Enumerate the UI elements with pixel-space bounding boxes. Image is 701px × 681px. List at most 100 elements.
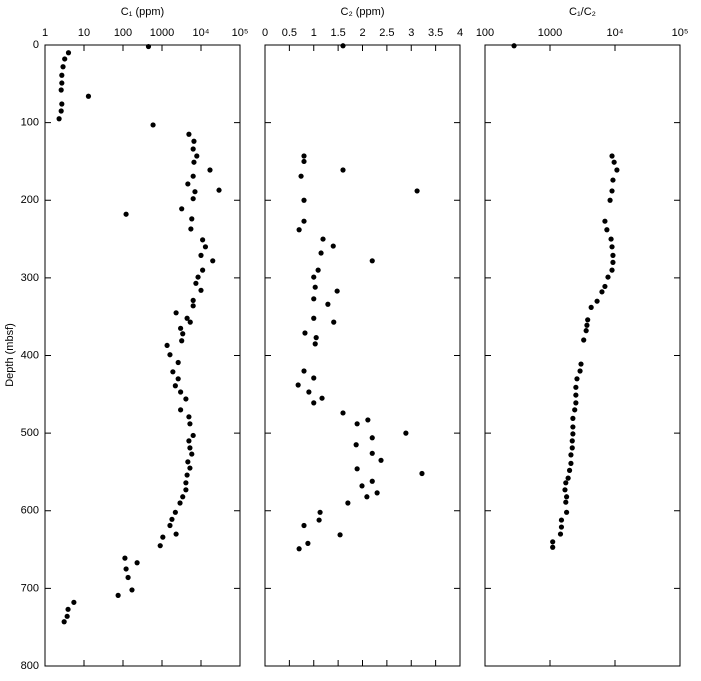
data-point [614,167,620,173]
data-point [419,470,425,477]
data-point [125,574,131,581]
data-point [602,218,608,224]
data-point [550,539,556,545]
data-point [172,383,178,389]
data-point [134,560,140,566]
data-point [604,227,610,233]
data-point [167,522,173,529]
data-point [605,274,611,280]
data-point [180,494,186,500]
data-point [184,472,190,478]
x-tick-label: 100 [476,27,494,39]
data-point [183,396,189,402]
data-point [558,524,565,530]
data-point [164,342,170,349]
x-tick-label: 10⁴ [607,27,624,39]
data-point [305,540,311,546]
data-point [369,478,375,484]
data-point [359,483,365,489]
data-point [594,298,600,304]
data-point [56,116,62,122]
data-point [353,442,359,448]
data-point [85,93,92,99]
data-point [337,532,343,538]
data-point [403,430,409,436]
data-point [319,395,325,401]
data-point [178,325,184,331]
data-point [340,167,346,173]
panel-title: C₁/C₂ [569,6,596,18]
data-point [608,236,614,242]
data-point [315,267,321,273]
data-point [611,159,617,165]
data-point [312,341,318,347]
x-tick-label: 1.5 [330,27,345,39]
data-point [60,64,66,70]
data-point [557,531,564,537]
data-point [169,516,175,522]
data-point [59,101,65,107]
data-point [59,80,65,86]
data-point [160,534,166,540]
x-tick-label: 10⁴ [193,27,210,39]
x-tick-label: 10⁵ [232,27,249,39]
data-point [574,376,580,382]
data-point [202,244,209,250]
data-point [173,310,179,316]
data-point [190,297,196,303]
data-point [190,146,196,152]
data-point [194,153,200,159]
data-point [186,131,192,137]
data-point [563,480,569,486]
data-point [175,359,181,366]
data-point [65,50,72,56]
panel-title: C₂ (ppm) [341,6,385,18]
data-point [187,421,193,427]
y-tick-label: 600 [21,505,39,517]
data-point [167,352,173,358]
data-point [200,267,206,273]
y-tick-label: 400 [21,349,39,361]
data-point [562,487,568,493]
data-point [570,415,576,421]
data-point [189,451,195,457]
x-tick-label: 2.5 [379,27,394,39]
data-point [190,196,196,202]
data-point [58,87,64,93]
data-point [296,546,302,552]
data-point [558,517,565,523]
data-point [369,435,375,441]
x-tick-label: 10 [78,27,90,39]
data-point [150,122,156,128]
data-point [198,252,204,258]
data-point [188,226,194,232]
data-point [568,460,574,466]
data-point [610,177,616,183]
data-point [609,188,615,194]
data-point [609,267,615,273]
plot-frame [484,44,681,667]
data-point [123,211,129,217]
data-point [414,188,420,194]
y-tick-label: 700 [21,582,39,594]
data-point [179,338,185,344]
data-point [187,445,193,451]
data-point [198,287,204,293]
data-point [585,317,591,323]
data-point [170,369,176,375]
panel-title: C₁ (ppm) [121,6,164,18]
data-point [610,259,616,265]
data-point [599,289,605,295]
data-point [581,337,587,343]
data-point [607,197,613,203]
data-point [354,421,360,427]
data-point [311,375,317,381]
data-point [570,424,576,430]
data-point [192,189,198,195]
data-point [64,613,70,619]
data-point [301,153,307,159]
data-point [190,303,196,309]
x-tick-label: 1 [311,27,317,39]
data-point [129,587,135,593]
